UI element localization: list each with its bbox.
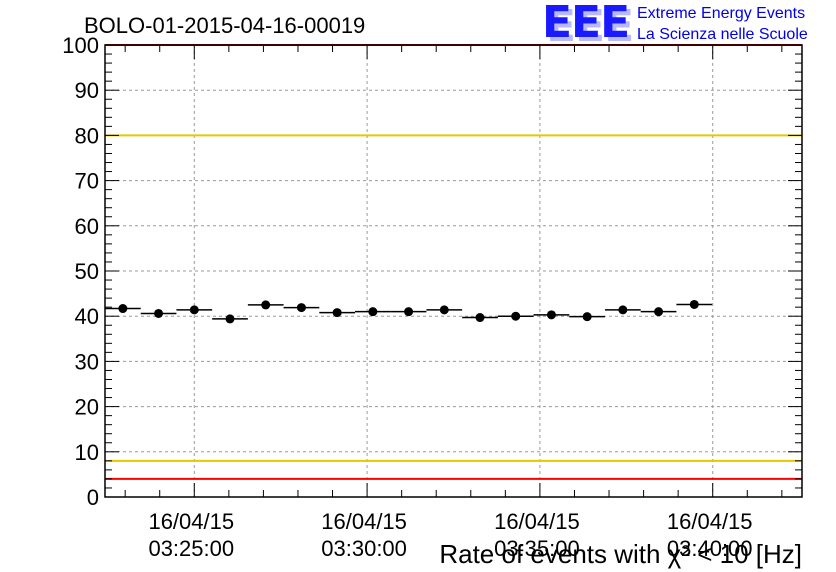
data-point xyxy=(154,308,164,318)
axis-ticks xyxy=(105,44,802,498)
x-tick-time: 03:40:00 xyxy=(667,536,753,561)
data-point xyxy=(689,299,699,309)
grid xyxy=(105,45,802,497)
x-tick-labels: 16/04/1503:25:0016/04/1503:30:0016/04/15… xyxy=(148,509,752,561)
x-tick-time: 03:30:00 xyxy=(321,536,407,561)
data-point xyxy=(439,305,449,315)
eee-logo-line2: La Scienza nelle Scuole xyxy=(637,26,808,43)
x-tick-date: 16/04/15 xyxy=(667,509,753,534)
y-tick-label: 30 xyxy=(75,349,99,374)
data-point xyxy=(332,308,342,318)
y-tick-label: 40 xyxy=(75,304,99,329)
data-point xyxy=(404,307,414,317)
data-point xyxy=(118,304,128,314)
data-point xyxy=(261,300,271,310)
y-tick-label: 60 xyxy=(75,214,99,239)
x-tick-date: 16/04/15 xyxy=(148,509,234,534)
data-points xyxy=(105,299,713,324)
y-tick-labels: 0 10 20 30 40 50 60 70 80 90 100 xyxy=(62,33,99,510)
y-tick-label: 50 xyxy=(75,259,99,284)
x-axis-title: Rate of events with χ² < 10 [Hz] xyxy=(439,539,802,569)
y-tick-label: 90 xyxy=(75,78,99,103)
x-tick-date: 16/04/15 xyxy=(494,509,580,534)
y-tick-label: 20 xyxy=(75,395,99,420)
y-tick-label: 0 xyxy=(87,485,99,510)
y-tick-label: 10 xyxy=(75,440,99,465)
data-point xyxy=(618,305,628,315)
data-point xyxy=(296,303,306,313)
x-tick-date: 16/04/15 xyxy=(321,509,407,534)
x-tick-time: 03:25:00 xyxy=(148,536,234,561)
x-tick-time: 03:35:00 xyxy=(494,536,580,561)
y-tick-label: 70 xyxy=(75,169,99,194)
eee-logo-shadow: EEE xyxy=(546,1,633,52)
data-point xyxy=(368,307,378,317)
eee-logo-mark: EEE xyxy=(542,0,629,48)
eee-logo: EEE EEE Extreme Energy Events La Scienza… xyxy=(542,0,808,52)
run-title: BOLO-01-2015-04-16-00019 xyxy=(84,13,365,38)
y-tick-label: 100 xyxy=(62,33,99,58)
data-point xyxy=(546,310,556,320)
reference-lines xyxy=(105,44,802,480)
data-point xyxy=(189,305,199,315)
eee-logo-line1: Extreme Energy Events xyxy=(637,5,805,22)
data-point xyxy=(654,307,664,317)
data-point xyxy=(582,312,592,322)
plot-frame xyxy=(104,44,803,498)
data-point xyxy=(225,314,235,324)
data-point xyxy=(475,313,485,323)
data-point xyxy=(511,311,521,321)
y-tick-label: 80 xyxy=(75,123,99,148)
